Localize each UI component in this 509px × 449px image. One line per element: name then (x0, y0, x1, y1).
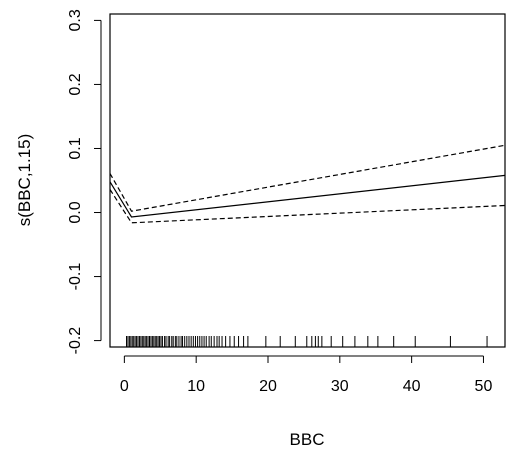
x-tick-label: 10 (187, 378, 205, 395)
y-tick-label: -0.1 (67, 263, 84, 291)
rug-layer (126, 336, 488, 347)
confidence-band-line (109, 189, 506, 224)
smooth-fit-line (109, 174, 506, 218)
plot-frame (109, 13, 506, 348)
x-axis-label: BBC (290, 430, 325, 449)
y-tick-label: 0.1 (67, 137, 84, 159)
x-tick-label: 40 (403, 378, 421, 395)
y-tick-label: -0.2 (67, 327, 84, 355)
x-tick-label: 30 (331, 378, 349, 395)
x-axis: 0 10 20 30 40 50 (120, 355, 493, 395)
series-layer (109, 144, 506, 224)
x-tick-label: 20 (259, 378, 277, 395)
y-tick-label: 0.3 (67, 9, 84, 31)
y-axis-label: s(BBC,1.15) (15, 134, 34, 227)
y-axis: -0.2 -0.1 0.0 0.1 0.2 0.3 (67, 9, 102, 355)
confidence-band-line (109, 144, 506, 212)
x-tick-label: 50 (475, 378, 493, 395)
y-tick-label: 0.2 (67, 73, 84, 95)
y-tick-label: 0.0 (67, 201, 84, 223)
x-tick-label: 0 (120, 378, 129, 395)
